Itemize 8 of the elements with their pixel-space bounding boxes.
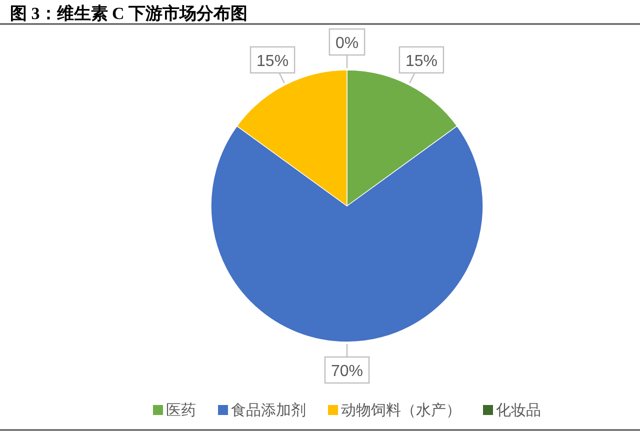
legend-label: 食品添加剂 [231, 402, 306, 419]
legend-label: 医药 [166, 402, 196, 419]
data-label: 15% [405, 52, 438, 70]
data-label: 70% [330, 363, 364, 380]
chart-title: 图 3：维生素 C 下游市场分布图 [10, 4, 248, 23]
data-label: 15% [256, 52, 289, 70]
legend-label: 动物饲料（水产） [341, 402, 461, 419]
legend-label: 化妆品 [496, 402, 541, 419]
